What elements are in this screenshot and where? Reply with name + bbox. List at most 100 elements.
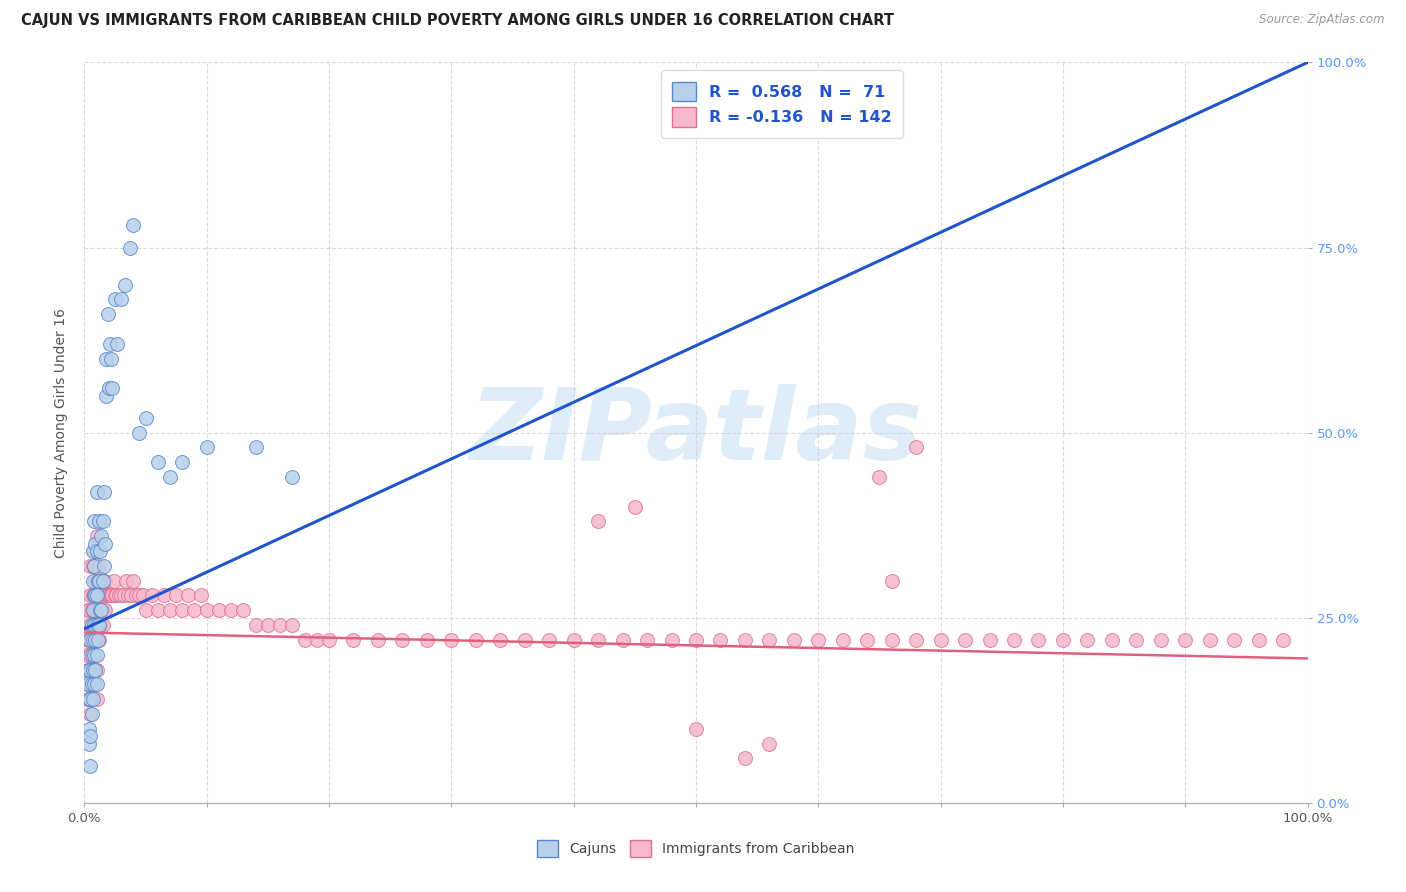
Point: [953, 632, 976, 647]
Point: [86, 663, 108, 677]
Point: [685, 722, 707, 736]
Point: [110, 293, 132, 307]
Point: [586, 632, 609, 647]
Point: [84, 632, 107, 647]
Point: [141, 589, 163, 603]
Point: [90, 574, 112, 588]
Point: [82, 677, 104, 691]
Point: [132, 589, 155, 603]
Point: [612, 632, 634, 647]
Point: [80, 603, 103, 617]
Point: [77, 663, 100, 677]
Point: [146, 603, 169, 617]
Point: [1174, 632, 1197, 647]
Point: [87, 558, 110, 573]
Point: [82, 574, 104, 588]
Point: [294, 632, 316, 647]
Point: [77, 692, 100, 706]
Point: [1272, 632, 1295, 647]
Point: [83, 589, 105, 603]
Point: [94, 603, 117, 617]
Point: [159, 603, 181, 617]
Point: [91, 515, 114, 529]
Point: [624, 500, 647, 514]
Point: [83, 618, 105, 632]
Point: [83, 618, 105, 632]
Point: [82, 663, 104, 677]
Point: [1125, 632, 1147, 647]
Point: [177, 589, 200, 603]
Point: [86, 574, 108, 588]
Point: [77, 692, 100, 706]
Point: [82, 603, 104, 617]
Point: [513, 632, 536, 647]
Point: [77, 603, 100, 617]
Point: [115, 574, 138, 588]
Y-axis label: Child Poverty Among Girls Under 16: Child Poverty Among Girls Under 16: [55, 308, 69, 558]
Point: [86, 589, 108, 603]
Point: [172, 603, 194, 617]
Point: [416, 632, 439, 647]
Point: [79, 758, 101, 772]
Text: ZIPatlas: ZIPatlas: [470, 384, 922, 481]
Point: [82, 632, 104, 647]
Point: [464, 632, 486, 647]
Point: [586, 515, 609, 529]
Point: [80, 663, 103, 677]
Point: [90, 603, 112, 617]
Point: [391, 632, 413, 647]
Point: [97, 307, 120, 321]
Point: [77, 722, 100, 736]
Point: [880, 632, 903, 647]
Point: [245, 618, 267, 632]
Point: [80, 618, 103, 632]
Point: [905, 632, 928, 647]
Point: [807, 632, 830, 647]
Point: [367, 632, 389, 647]
Point: [82, 589, 104, 603]
Point: [90, 603, 112, 617]
Point: [1076, 632, 1098, 647]
Point: [104, 293, 127, 307]
Point: [77, 663, 100, 677]
Point: [269, 618, 291, 632]
Point: [79, 677, 101, 691]
Point: [1150, 632, 1173, 647]
Point: [195, 603, 218, 617]
Point: [97, 589, 120, 603]
Point: [91, 589, 114, 603]
Point: [83, 648, 105, 662]
Point: [77, 632, 100, 647]
Point: [86, 603, 108, 617]
Point: [79, 648, 101, 662]
Point: [159, 470, 181, 484]
Point: [97, 381, 120, 395]
Point: [93, 574, 115, 588]
Point: [98, 589, 121, 603]
Point: [661, 632, 683, 647]
Point: [146, 455, 169, 469]
Point: [135, 410, 157, 425]
Point: [90, 529, 112, 543]
Point: [80, 677, 103, 691]
Point: [281, 470, 304, 484]
Point: [97, 589, 120, 603]
Point: [77, 603, 100, 617]
Point: [1052, 632, 1074, 647]
Point: [489, 632, 512, 647]
Point: [869, 470, 891, 484]
Point: [103, 574, 125, 588]
Point: [183, 603, 205, 617]
Point: [831, 632, 853, 647]
Point: [89, 603, 111, 617]
Point: [562, 632, 585, 647]
Point: [305, 632, 328, 647]
Point: [84, 589, 107, 603]
Point: [82, 648, 104, 662]
Point: [107, 589, 129, 603]
Point: [101, 589, 124, 603]
Point: [87, 632, 110, 647]
Point: [76, 648, 98, 662]
Point: [87, 632, 110, 647]
Text: Source: ZipAtlas.com: Source: ZipAtlas.com: [1260, 13, 1385, 27]
